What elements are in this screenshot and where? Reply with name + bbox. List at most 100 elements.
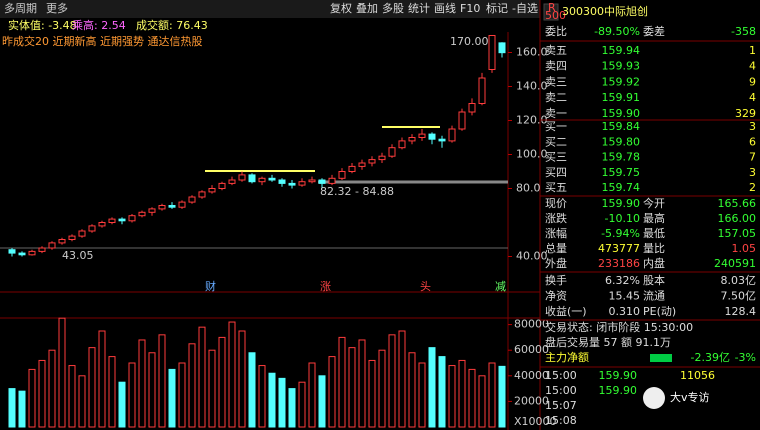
y-tick-label: 160.0 [516, 46, 548, 59]
label: 卖二 [545, 91, 567, 104]
stock-code: 300300 [562, 5, 604, 18]
volume-bar [188, 343, 196, 428]
volume: 329 [735, 107, 756, 120]
candle-body [38, 247, 46, 252]
y-tick-label: 40.00 [516, 250, 548, 263]
price: 159.74 [602, 181, 641, 194]
indicator: 乘高: 2.54 [72, 18, 126, 32]
volume: 4 [749, 60, 756, 73]
label: PE(动) [643, 305, 676, 318]
volume-bar [68, 365, 76, 428]
candle-body [398, 140, 406, 149]
tick-time: 15:08 [545, 414, 577, 427]
candle-body [488, 35, 496, 70]
toolbar-button[interactable]: 复权 [330, 1, 352, 15]
toolbar-button[interactable]: 画线 [434, 1, 456, 15]
toolbar-button[interactable]: 多周期 [4, 1, 37, 15]
stock-name: 中际旭创 [604, 4, 648, 18]
value: -89.50% [594, 25, 640, 38]
annotation: 170.00 [450, 35, 489, 48]
candle-body [128, 215, 136, 222]
toolbar-button[interactable]: 多股 [382, 1, 404, 15]
volume-bar [38, 359, 46, 428]
volume-bar [268, 372, 276, 428]
candle-body [378, 155, 386, 161]
toolbar-button[interactable]: -自选 [512, 2, 538, 15]
volume-bar [128, 362, 136, 428]
y-tick-label: 80.0 [516, 182, 541, 195]
volume-bar [48, 349, 56, 428]
candle-body [318, 179, 326, 184]
volume-bar [398, 330, 406, 428]
volume-bar [428, 347, 436, 428]
price: 159.84 [602, 120, 641, 133]
tick-price: 159.90 [599, 369, 638, 382]
volume: 9 [749, 75, 756, 88]
volume-bar [58, 317, 66, 428]
volume-bar [338, 336, 346, 428]
volume-bar [88, 347, 96, 428]
candle-body [498, 42, 506, 54]
candle-body [278, 179, 286, 184]
volume-bar [498, 365, 506, 428]
candle-body [358, 162, 366, 167]
label: 委差 [643, 24, 665, 38]
volume-bar [238, 330, 246, 428]
label: 涨跌 [545, 211, 567, 225]
value: 165.66 [718, 197, 757, 210]
event-marker: 减 [495, 280, 506, 293]
candle-body [478, 77, 486, 104]
value: 233186 [598, 257, 640, 270]
candle-body [28, 250, 36, 256]
volume-bar [448, 365, 456, 428]
toolbar-button[interactable]: 叠加 [356, 2, 378, 15]
price: 159.91 [602, 91, 641, 104]
candle-body [68, 235, 76, 241]
volume-bar [78, 375, 86, 428]
volume-bar [228, 321, 236, 428]
volume-bar [308, 362, 316, 428]
volume: 3 [749, 120, 756, 133]
badge [543, 3, 559, 21]
volume: 2 [749, 181, 756, 194]
volume: 7 [749, 151, 756, 164]
candle-body [348, 165, 356, 172]
label: 最高 [643, 211, 665, 225]
y-tick-label: 100.0 [516, 148, 548, 161]
value: -2.39亿 [691, 351, 730, 364]
label: 收益(一) [545, 304, 587, 318]
volume-bar [108, 356, 116, 428]
candle-body [448, 128, 456, 142]
volume-bar [318, 375, 326, 428]
volume-bar [358, 339, 366, 428]
toolbar-button[interactable]: 更多 [46, 1, 68, 15]
volume-bar [418, 362, 426, 428]
volume-bar [278, 377, 286, 428]
volume: 4 [749, 91, 756, 104]
indicator: 实体值: -3.48 [8, 18, 77, 32]
volume-bar [118, 381, 126, 428]
candle-body [308, 179, 316, 183]
badge-bottom: 500 [545, 9, 566, 22]
toolbar-button[interactable]: F10 [460, 2, 480, 15]
candle-body [148, 208, 156, 213]
volume: 1 [749, 44, 756, 57]
y-tick-label: 80000 [514, 318, 549, 331]
volume: 6 [749, 135, 756, 148]
candle-body [368, 159, 376, 164]
candle-body [268, 177, 276, 181]
label: 总量 [545, 241, 567, 255]
candle-body [458, 111, 466, 130]
volume-bar [348, 347, 356, 428]
price: 159.94 [602, 44, 641, 57]
candle-body [78, 230, 86, 237]
toolbar-button[interactable]: 统计 [408, 2, 430, 15]
label: 量比 [643, 242, 665, 255]
candle-body [58, 239, 66, 244]
event-marker: 财 [205, 279, 216, 293]
tags: 昨成交20 近期新高 近期强势 通达信热股 [2, 34, 203, 48]
toolbar-button[interactable]: 标记 [486, 1, 508, 15]
volume-bar [438, 356, 446, 428]
event-marker: 头 [420, 280, 431, 293]
value: 157.05 [718, 227, 757, 240]
